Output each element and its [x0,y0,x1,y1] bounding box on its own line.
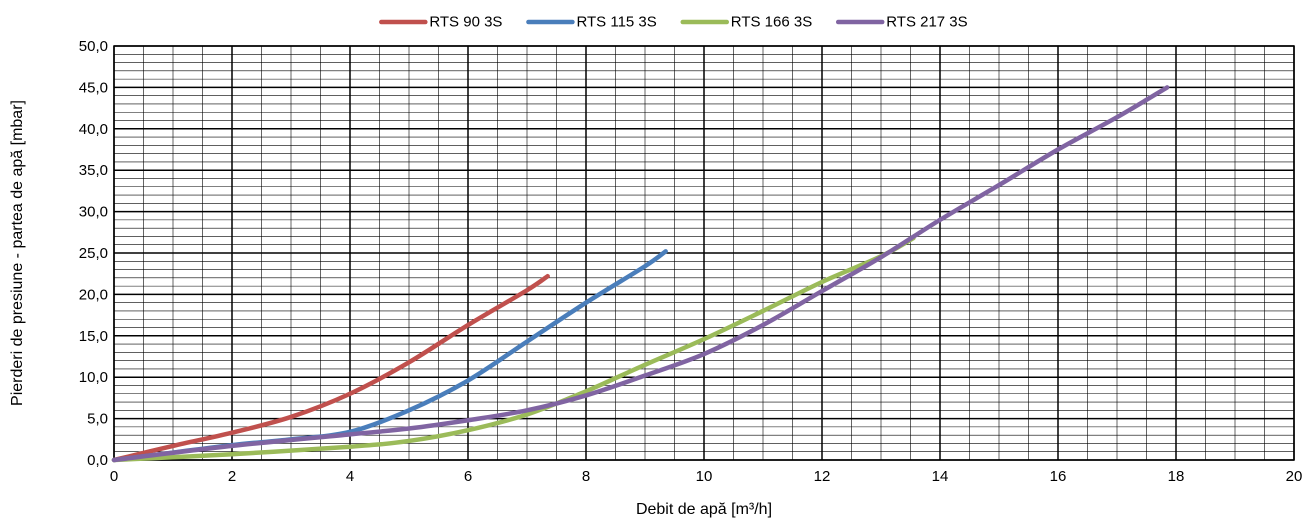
y-tick-label: 10,0 [79,369,108,386]
x-tick-label: 2 [228,468,236,485]
x-tick-label: 8 [582,468,590,485]
x-axis-title: Debit de apă [m³/h] [636,501,772,518]
plot-frame [113,45,1295,461]
y-tick-label: 45,0 [79,79,108,96]
y-tick-label: 50,0 [79,38,108,55]
y-axis-ticks: 0,0 5,0 10,0 15,0 20,0 25,0 30,0 35,0 40,0 45,0 50… [79,38,108,469]
y-tick-label: 40,0 [79,121,108,138]
x-tick-label: 14 [932,468,949,485]
x-axis-ticks: 0 2 4 6 8 10 12 14 16 18 20 [110,468,1303,485]
legend: RTS 90 3S RTS 115 3S RTS 166 3S RTS 217 3S [379,14,968,31]
x-tick-label: 4 [346,468,354,485]
series-line-1 [111,273,550,463]
y-tick-label: 0,0 [87,452,108,469]
legend-label: RTS 90 3S [429,14,502,31]
y-tick-label: 25,0 [79,245,108,262]
y-tick-label: 5,0 [87,411,108,428]
legend-item-3: RTS 166 3S [680,14,812,31]
series-line-4 [111,85,1170,463]
x-tick-label: 10 [696,468,713,485]
x-tick-label: 12 [814,468,831,485]
x-tick-label: 18 [1168,468,1185,485]
x-tick-label: 6 [464,468,472,485]
y-tick-label: 30,0 [79,204,108,221]
legend-label: RTS 166 3S [731,14,812,31]
x-tick-label: 20 [1286,468,1303,485]
legend-label: RTS 115 3S [576,14,656,31]
series-line-3 [111,235,916,463]
series-layer [111,85,1170,463]
legend-item-1: RTS 90 3S [379,14,502,31]
legend-label: RTS 217 3S [886,14,967,31]
y-tick-label: 35,0 [79,162,108,179]
y-tick-label: 15,0 [79,328,108,345]
y-axis-title: Pierderi de presiune - partea de apă [mb… [9,100,26,406]
y-tick-label: 20,0 [79,286,108,303]
x-tick-label: 0 [110,468,118,485]
legend-item-4: RTS 217 3S [835,14,968,31]
x-tick-label: 16 [1050,468,1067,485]
legend-item-2: RTS 115 3S [526,14,657,31]
